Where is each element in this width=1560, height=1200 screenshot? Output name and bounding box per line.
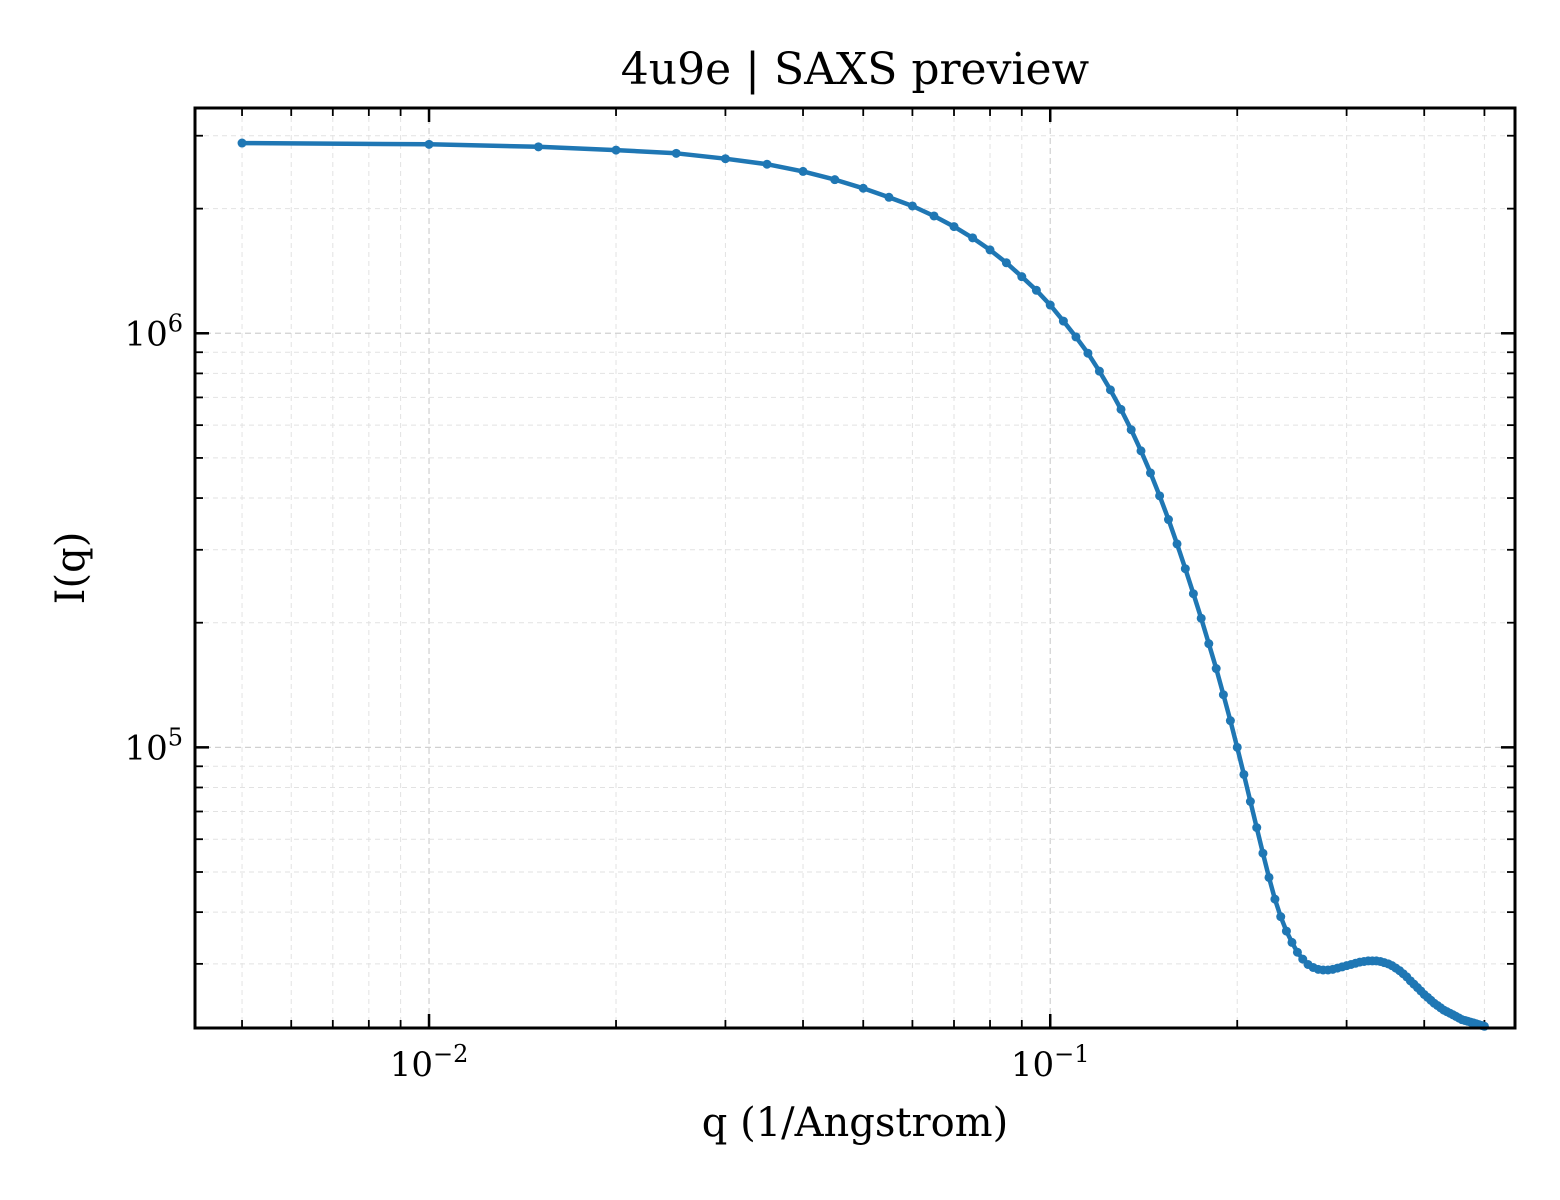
data-point xyxy=(1136,446,1146,456)
data-point xyxy=(762,159,772,169)
data-point xyxy=(1045,300,1055,310)
data-point xyxy=(1276,912,1286,922)
data-point xyxy=(1094,366,1104,376)
data-point xyxy=(798,166,808,176)
data-point xyxy=(907,201,917,211)
y-tick-label: 105 xyxy=(124,723,183,768)
data-point xyxy=(1001,258,1011,268)
data-point xyxy=(611,145,621,155)
data-point xyxy=(237,138,247,148)
data-point xyxy=(949,222,959,232)
grid xyxy=(195,108,1515,1028)
plot-frame xyxy=(193,106,1517,1030)
x-tick-label: 10−2 xyxy=(390,1040,469,1085)
data-point xyxy=(1172,539,1182,549)
data-point xyxy=(1196,613,1206,623)
data-point xyxy=(1058,316,1068,326)
data-point xyxy=(1017,272,1027,282)
data-point xyxy=(1287,937,1297,947)
data-point xyxy=(1188,589,1198,599)
data-point xyxy=(1204,639,1214,649)
data-point xyxy=(1232,742,1242,752)
data-point xyxy=(1155,491,1165,501)
data-point xyxy=(1292,947,1302,957)
data-point xyxy=(1258,848,1268,858)
y-axis-label: I(q) xyxy=(48,532,94,605)
data-point xyxy=(424,139,434,149)
data-series xyxy=(237,138,1489,1031)
data-point xyxy=(884,192,894,202)
data-point xyxy=(1145,468,1155,478)
data-point xyxy=(1083,348,1093,358)
data-point xyxy=(1225,716,1235,726)
tick-labels: 10−2 10−1 105 106 xyxy=(124,309,1089,1085)
data-point xyxy=(1239,769,1249,779)
data-point xyxy=(1163,515,1173,525)
data-point xyxy=(929,211,939,221)
data-point xyxy=(1218,690,1228,700)
data-point xyxy=(533,142,543,152)
data-point xyxy=(1105,385,1115,395)
data-point xyxy=(1116,404,1126,414)
data-point xyxy=(1264,872,1274,882)
data-point xyxy=(858,183,868,193)
data-point xyxy=(1211,664,1221,674)
data-point xyxy=(830,175,840,185)
data-point xyxy=(720,154,730,164)
data-point xyxy=(1126,425,1136,435)
chart-title: 4u9e | SAXS preview xyxy=(621,44,1090,95)
data-point xyxy=(1031,285,1041,295)
data-point xyxy=(968,233,978,243)
data-point xyxy=(1281,926,1291,936)
data-point xyxy=(1180,564,1190,574)
data-point xyxy=(985,245,995,255)
data-point xyxy=(1252,823,1262,833)
x-tick-label: 10−1 xyxy=(1011,1040,1090,1085)
data-point xyxy=(1071,332,1081,342)
data-point xyxy=(1270,894,1280,904)
data-point xyxy=(1245,796,1255,806)
data-point xyxy=(671,148,681,158)
x-axis-label: q (1/Angstrom) xyxy=(702,1100,1008,1146)
y-tick-label: 106 xyxy=(124,309,183,354)
